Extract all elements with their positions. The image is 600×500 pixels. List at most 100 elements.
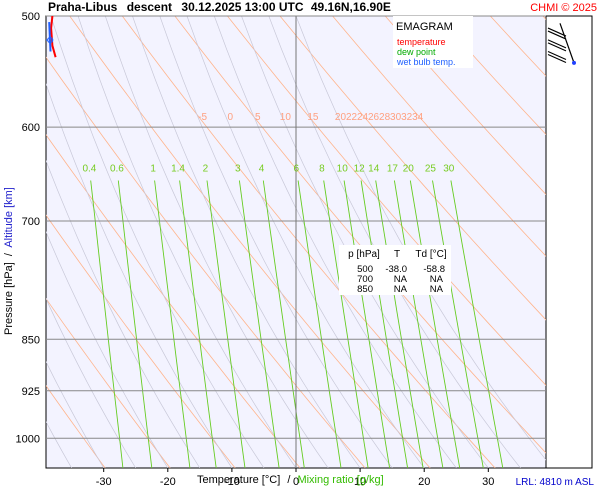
- mixing-ratio-line: [450, 180, 504, 468]
- dry-adiabat-label: 24: [357, 112, 369, 123]
- mixing-ratio-line: [375, 180, 424, 468]
- pressure-tick-label: 925: [22, 386, 40, 398]
- table-cell: -58.8: [423, 264, 445, 275]
- moist-adiabat-line: [213, 16, 457, 468]
- legend-temperature: temperature: [397, 37, 446, 47]
- mixing-ratio-label: 4: [259, 163, 265, 174]
- mixing-ratio-label: 12: [354, 163, 366, 174]
- x-axis-separator: /: [287, 474, 291, 486]
- y-axis-label-altitude: Altitude [km]: [3, 187, 15, 248]
- moist-adiabat-line: [46, 83, 233, 468]
- wind-barb: [547, 27, 567, 40]
- table-cell: 500: [357, 264, 373, 275]
- temp-tick-label: -20: [160, 476, 176, 488]
- wind-gutter: [545, 15, 593, 469]
- mixing-ratio-line: [393, 180, 444, 468]
- mixing-ratio-line: [238, 180, 280, 468]
- mixing-ratio-label: 30: [443, 163, 455, 174]
- table-header-p: p [hPa]: [348, 249, 380, 260]
- legend: EMAGRAM temperature dew point wet bulb t…: [393, 16, 473, 68]
- dry-adiabat-label: 28: [379, 112, 391, 123]
- pressure-tick-label: 500: [22, 11, 40, 23]
- mixing-ratio-label: 14: [368, 163, 380, 174]
- pressure-tick-label: 1000: [16, 433, 40, 445]
- sounding-datetime: 30.12.2025 13:00 UTC: [181, 0, 303, 14]
- table-cell: NA: [430, 274, 444, 285]
- legend-title: EMAGRAM: [396, 21, 453, 33]
- value-table: p [hPa] T Td [°C] 500 -38.0 -58.8 700 NA…: [339, 245, 451, 295]
- y-axis-title: Pressure [hPa] / Altitude [km]: [3, 187, 15, 335]
- mixing-ratio-line: [154, 180, 191, 468]
- mixing-ratio-line: [360, 180, 409, 468]
- mixing-ratio-label: 10: [337, 163, 349, 174]
- dry-adiabat-label: 34: [412, 112, 424, 123]
- pressure-tick-label: 850: [22, 334, 40, 346]
- dry-adiabat-label: 22: [346, 112, 358, 123]
- wind-barb: [547, 50, 567, 64]
- moist-adiabat-line: [159, 16, 393, 468]
- y-axis-label-pressure: Pressure [hPa]: [3, 262, 15, 335]
- dry-adiabat-line: [46, 214, 236, 468]
- dry-adiabat-line: [46, 297, 171, 468]
- table-cell: NA: [394, 274, 408, 285]
- y-axis-separator: /: [3, 252, 15, 256]
- mixing-ratio-label: 3: [235, 163, 241, 174]
- temp-tick-label: -30: [96, 476, 112, 488]
- dry-adiabat-label: 5: [255, 112, 261, 123]
- dry-adiabat-line: [279, 16, 546, 321]
- dry-adiabat-line: [384, 16, 546, 196]
- dry-adiabat-line: [596, 16, 600, 468]
- mixing-ratio-label: 6: [294, 163, 300, 174]
- mixing-ratio-label: 20: [403, 163, 415, 174]
- temp-tick-label: -10: [224, 476, 240, 488]
- x-axis-label-temp: Temperature [°C]: [197, 474, 280, 486]
- table-cell: 700: [357, 274, 373, 285]
- mixing-ratio-line: [179, 180, 217, 468]
- x-axis-title: Temperature [°C] / Mixing ratio [g/kg]: [197, 474, 384, 486]
- moist-adiabat-line: [132, 16, 361, 468]
- table-cell: NA: [430, 284, 444, 295]
- table-cell: -38.0: [385, 264, 407, 275]
- temp-tick-label: 0: [293, 476, 299, 488]
- mixing-ratio-line: [323, 180, 369, 468]
- table-cell: 850: [357, 284, 373, 295]
- table-header-t: T: [394, 249, 400, 260]
- table-cell: NA: [394, 284, 408, 295]
- dry-adiabat-line: [121, 16, 496, 468]
- mixing-ratio-label: 1: [150, 163, 156, 174]
- mixing-ratio-label: 1.4: [171, 163, 185, 174]
- mixing-ratio-label: 17: [387, 163, 399, 174]
- dry-adiabat-line: [69, 16, 431, 468]
- dry-adiabat-label: 0: [227, 112, 233, 123]
- profile-temperature: [50, 16, 57, 58]
- lrl-label: LRL: 4810 m ASL: [516, 477, 595, 488]
- mixing-ratio-label: 25: [425, 163, 437, 174]
- dry-adiabat-label: 15: [307, 112, 319, 123]
- mixing-ratio-line: [432, 180, 484, 468]
- mixing-ratio-line: [409, 180, 461, 468]
- temp-tick-label: 30: [482, 476, 494, 488]
- table-header-td: Td [°C]: [415, 249, 446, 260]
- dry-adiabat-line: [437, 16, 546, 136]
- moist-adiabat-line: [77, 16, 297, 468]
- wind-barb: [547, 39, 567, 52]
- moist-adiabat-line: [186, 16, 425, 468]
- wind-barb-dot: [572, 60, 576, 65]
- dry-adiabat-label: 30: [390, 112, 402, 123]
- dry-adiabat-label: 20: [335, 112, 347, 123]
- wind-barb-staff: [559, 23, 575, 64]
- profile-wet-bulb-temp: [48, 22, 52, 52]
- moist-adiabat-line: [104, 16, 329, 468]
- dry-adiabat-line: [332, 16, 546, 257]
- dry-adiabat-line: [46, 385, 106, 468]
- mixing-ratio-label: 0.4: [82, 163, 96, 174]
- moist-adiabat-line: [46, 360, 105, 468]
- mixing-ratio-label: 0.6: [110, 163, 124, 174]
- mixing-ratio-line: [262, 180, 305, 468]
- station-name: Praha-Libus: [48, 0, 118, 14]
- moist-adiabat-line: [46, 159, 201, 468]
- legend-dew-point: dew point: [397, 47, 436, 57]
- dry-adiabat-label: 32: [401, 112, 413, 123]
- temp-tick-label: 20: [418, 476, 430, 488]
